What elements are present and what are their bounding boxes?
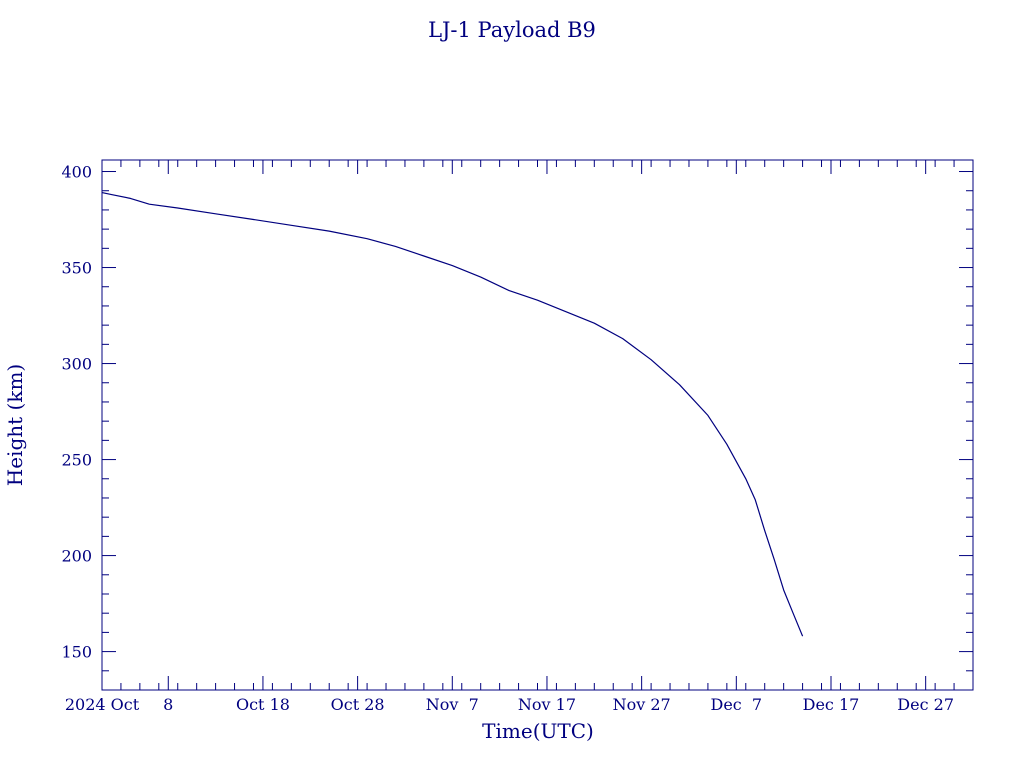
- plot-frame: [101, 159, 974, 691]
- x-tick-label: 8: [163, 695, 173, 714]
- x-tick-label: Dec 17: [803, 695, 860, 714]
- x-tick-label: Nov 27: [613, 695, 671, 714]
- x-tick-label: Nov 17: [518, 695, 576, 714]
- x-tick-label: Oct 28: [331, 695, 385, 714]
- x-axis-label: Time(UTC): [482, 719, 594, 743]
- y-axis-label: Height (km): [3, 364, 27, 486]
- x-tick-label: Oct 18: [236, 695, 290, 714]
- y-tick-label: 350: [61, 259, 92, 278]
- chart-title: LJ-1 Payload B9: [428, 18, 596, 42]
- y-tick-label: 150: [61, 643, 92, 662]
- x-tick-label: Dec 27: [897, 695, 954, 714]
- x-tick-label: 2024 Oct: [65, 695, 140, 714]
- series-line: [101, 192, 804, 637]
- x-axis-ticks: 2024 Oct 8 Oct 18 Oct 28 Nov 7 Nov 17 Nov 27 De…: [65, 160, 974, 714]
- y-tick-label: 250: [61, 451, 92, 470]
- y-tick-label: 400: [61, 163, 92, 182]
- y-tick-label: 300: [61, 355, 92, 374]
- series-layer: [101, 192, 804, 637]
- x-tick-label: Dec 7: [711, 695, 763, 714]
- y-tick-label: 200: [61, 547, 92, 566]
- x-tick-label: Nov 7: [426, 695, 479, 714]
- y-axis-ticks: 150 200 250 300 350 400: [61, 163, 973, 691]
